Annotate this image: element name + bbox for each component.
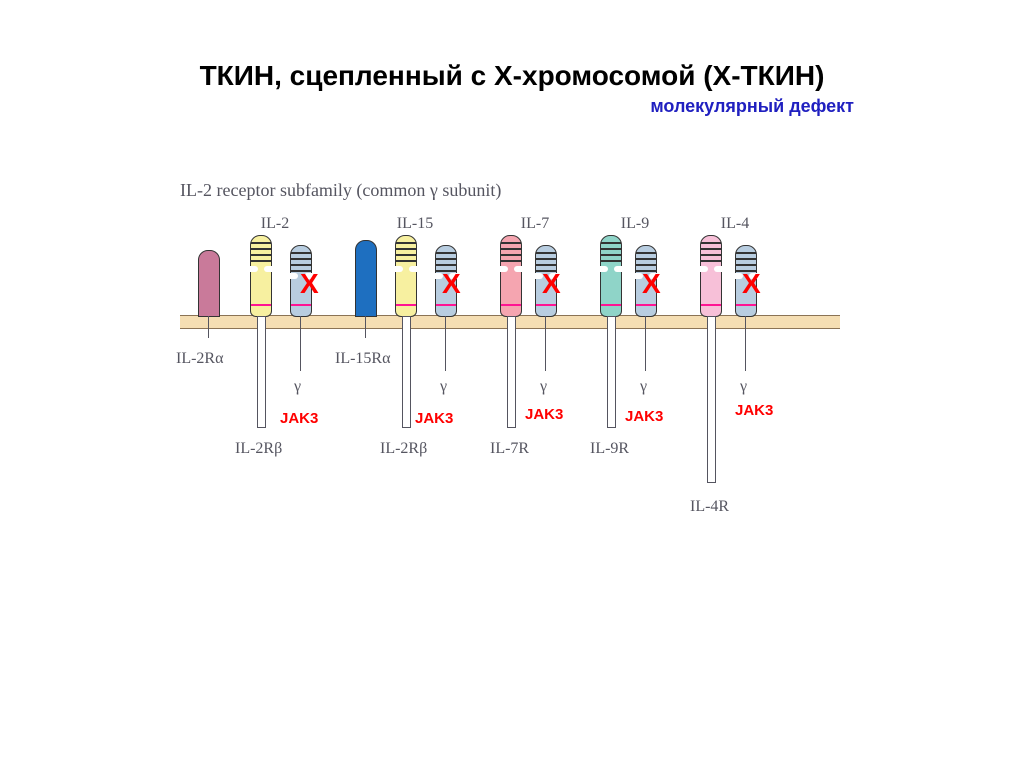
top-label-4: IL-4 <box>710 215 760 233</box>
ecto <box>500 235 522 317</box>
jak3-label-4: JAK3 <box>735 402 773 419</box>
x-mark-0: X <box>300 268 319 300</box>
chain-IL-15-alpha <box>355 240 377 500</box>
jak3-label-3: JAK3 <box>625 408 663 425</box>
chain-IL-4-rec <box>700 235 722 495</box>
ecto <box>355 240 377 317</box>
top-label-2: IL-7 <box>510 215 560 233</box>
bottom-label-2: IL-15Rα <box>335 350 390 368</box>
tail <box>445 316 446 371</box>
subfamily-label: IL-2 receptor subfamily (common γ subuni… <box>180 180 840 201</box>
receptor-diagram: IL-2 receptor subfamily (common γ subuni… <box>180 180 840 580</box>
tail <box>300 316 301 371</box>
tail <box>545 316 546 371</box>
tail <box>507 316 516 428</box>
tail <box>745 316 746 371</box>
ecto <box>198 250 220 317</box>
tail <box>607 316 616 428</box>
ecto <box>395 235 417 317</box>
ecto <box>600 235 622 317</box>
top-label-0: IL-2 <box>250 215 300 233</box>
tail <box>365 316 366 338</box>
top-label-3: IL-9 <box>610 215 660 233</box>
tail <box>257 316 266 428</box>
title-block: ТКИН, сцепленный с Х-хромосомой (Х-ТКИН)… <box>0 0 1024 117</box>
gamma-label-1: γ <box>440 378 447 396</box>
tail <box>208 316 209 338</box>
x-mark-2: X <box>542 268 561 300</box>
x-mark-3: X <box>642 268 661 300</box>
jak3-label-1: JAK3 <box>415 410 453 427</box>
x-mark-4: X <box>742 268 761 300</box>
bottom-label-6: IL-4R <box>690 498 729 516</box>
bottom-label-4: IL-7R <box>490 440 529 458</box>
jak3-label-2: JAK3 <box>525 406 563 423</box>
gamma-label-4: γ <box>740 378 747 396</box>
top-label-1: IL-15 <box>390 215 440 233</box>
subtitle: молекулярный дефект <box>0 96 1024 117</box>
gamma-label-3: γ <box>640 378 647 396</box>
jak3-label-0: JAK3 <box>280 410 318 427</box>
ecto <box>700 235 722 317</box>
bottom-label-3: IL-2Rβ <box>380 440 427 458</box>
main-title: ТКИН, сцепленный с Х-хромосомой (Х-ТКИН) <box>0 60 1024 92</box>
ecto <box>250 235 272 317</box>
gamma-label-0: γ <box>294 378 301 396</box>
chain-IL-2-alpha <box>198 250 220 510</box>
x-mark-1: X <box>442 268 461 300</box>
bottom-label-0: IL-2Rα <box>176 350 223 368</box>
gamma-label-2: γ <box>540 378 547 396</box>
tail <box>645 316 646 371</box>
tail <box>402 316 411 428</box>
bottom-label-5: IL-9R <box>590 440 629 458</box>
tail <box>707 316 716 483</box>
bottom-label-1: IL-2Rβ <box>235 440 282 458</box>
